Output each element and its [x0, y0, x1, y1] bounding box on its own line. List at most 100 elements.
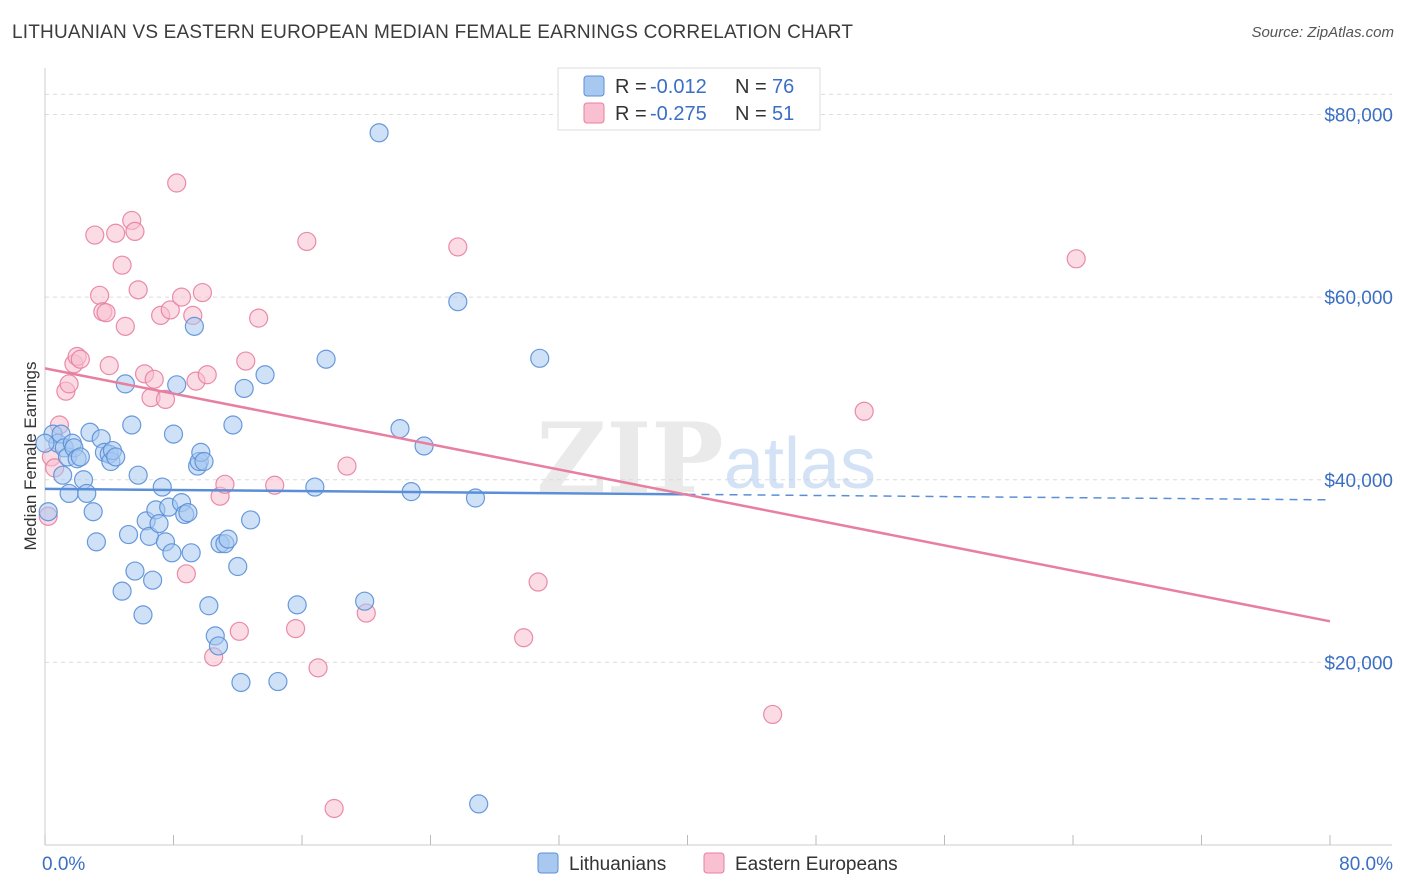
legend-swatch-eastern-europeans — [583, 102, 605, 124]
data-point — [448, 237, 468, 257]
watermark-atlas: atlas — [724, 424, 876, 504]
x-tick-label: 80.0% — [1339, 854, 1393, 875]
data-point — [1066, 249, 1086, 269]
trend-line-eastern-europeans — [44, 367, 1331, 623]
data-point — [167, 173, 187, 193]
data-point — [514, 628, 534, 648]
data-point — [118, 524, 139, 545]
data-point — [59, 374, 79, 394]
data-point — [112, 581, 132, 601]
data-point — [144, 369, 164, 389]
data-point — [106, 223, 126, 243]
data-point — [128, 465, 148, 485]
data-point — [337, 456, 357, 476]
data-point — [38, 502, 58, 522]
legend-n-value: 51 — [772, 103, 794, 125]
data-point — [469, 794, 489, 814]
data-point — [128, 280, 148, 300]
data-point — [324, 798, 344, 819]
legend-r-label: R = — [615, 76, 647, 98]
data-point — [99, 356, 119, 376]
y-tick-label: $40,000 — [1324, 471, 1393, 492]
trend-line-lithuanians — [44, 487, 688, 496]
data-point — [297, 231, 317, 252]
data-point — [53, 465, 73, 485]
data-point — [199, 596, 219, 616]
data-point — [249, 308, 269, 328]
data-point — [70, 349, 90, 369]
data-point — [162, 543, 182, 563]
x-tick-label: 0.0% — [42, 854, 85, 875]
legend-r-label: R = — [615, 103, 647, 125]
legend-n-value: 76 — [772, 76, 794, 98]
data-point — [285, 618, 306, 639]
legend-r-value: -0.012 — [650, 76, 707, 98]
data-point — [854, 401, 874, 421]
data-point — [763, 704, 783, 725]
legend-r-value: -0.275 — [650, 103, 707, 125]
data-point — [528, 572, 548, 592]
data-point — [448, 292, 468, 312]
data-point — [228, 556, 248, 577]
data-point — [77, 483, 97, 504]
data-point — [112, 255, 132, 275]
data-point — [215, 474, 235, 494]
data-point — [355, 591, 375, 611]
y-tick-labels: $20,000 $40,000 $60,000 $80,000 — [1324, 106, 1393, 675]
data-point — [178, 503, 198, 523]
watermark-zip: ZIP — [536, 402, 723, 515]
data-point — [83, 502, 103, 522]
data-point — [223, 415, 243, 435]
data-point — [160, 300, 180, 320]
data-point — [133, 605, 153, 625]
data-point — [96, 303, 116, 323]
data-point — [234, 378, 254, 399]
data-point — [197, 365, 217, 385]
bottom-legend: Lithuanians Eastern Europeans — [537, 852, 898, 875]
data-point — [241, 510, 261, 530]
data-point — [268, 671, 288, 692]
trend-lines — [44, 367, 1331, 623]
y-tick-label: $20,000 — [1324, 653, 1393, 674]
data-point — [125, 561, 145, 581]
data-point — [115, 316, 135, 336]
gridlines — [45, 93, 1392, 663]
data-point — [414, 436, 434, 456]
data-point — [163, 424, 184, 444]
legend-n-label: N = — [735, 103, 767, 125]
bottom-legend-swatch-eastern-europeans — [703, 852, 725, 874]
data-point — [218, 529, 238, 549]
chart-title: LITHUANIAN VS EASTERN EUROPEAN MEDIAN FE… — [12, 22, 854, 43]
legend-n-label: N = — [735, 76, 767, 98]
data-point — [390, 419, 410, 439]
data-point — [85, 225, 105, 245]
data-point — [86, 532, 107, 552]
data-point — [316, 349, 336, 369]
legend-swatch-lithuanians — [583, 75, 605, 97]
data-point — [155, 389, 176, 410]
data-point — [229, 621, 249, 641]
data-point — [255, 365, 275, 385]
data-point — [231, 672, 251, 693]
data-point — [369, 123, 389, 143]
data-point — [125, 221, 145, 241]
data-point — [152, 477, 172, 497]
data-point — [208, 636, 229, 656]
bottom-legend-eastern-europeans: Eastern Europeans — [735, 854, 898, 875]
source-credit: Source: ZipAtlas.com — [1251, 24, 1394, 41]
data-point — [70, 447, 90, 467]
data-point — [184, 316, 204, 336]
bottom-legend-lithuanians: Lithuanians — [569, 854, 666, 875]
data-point — [90, 285, 110, 305]
data-point — [143, 570, 163, 590]
data-point — [305, 477, 325, 497]
data-point — [176, 564, 196, 584]
y-tick-label: $80,000 — [1324, 106, 1393, 127]
data-point — [171, 287, 192, 307]
data-point — [59, 483, 79, 504]
data-point — [236, 351, 256, 371]
data-point — [192, 282, 213, 303]
legend: R = -0.012 N = 76 R = -0.275 N = 51 — [557, 67, 821, 131]
data-point — [194, 451, 214, 472]
